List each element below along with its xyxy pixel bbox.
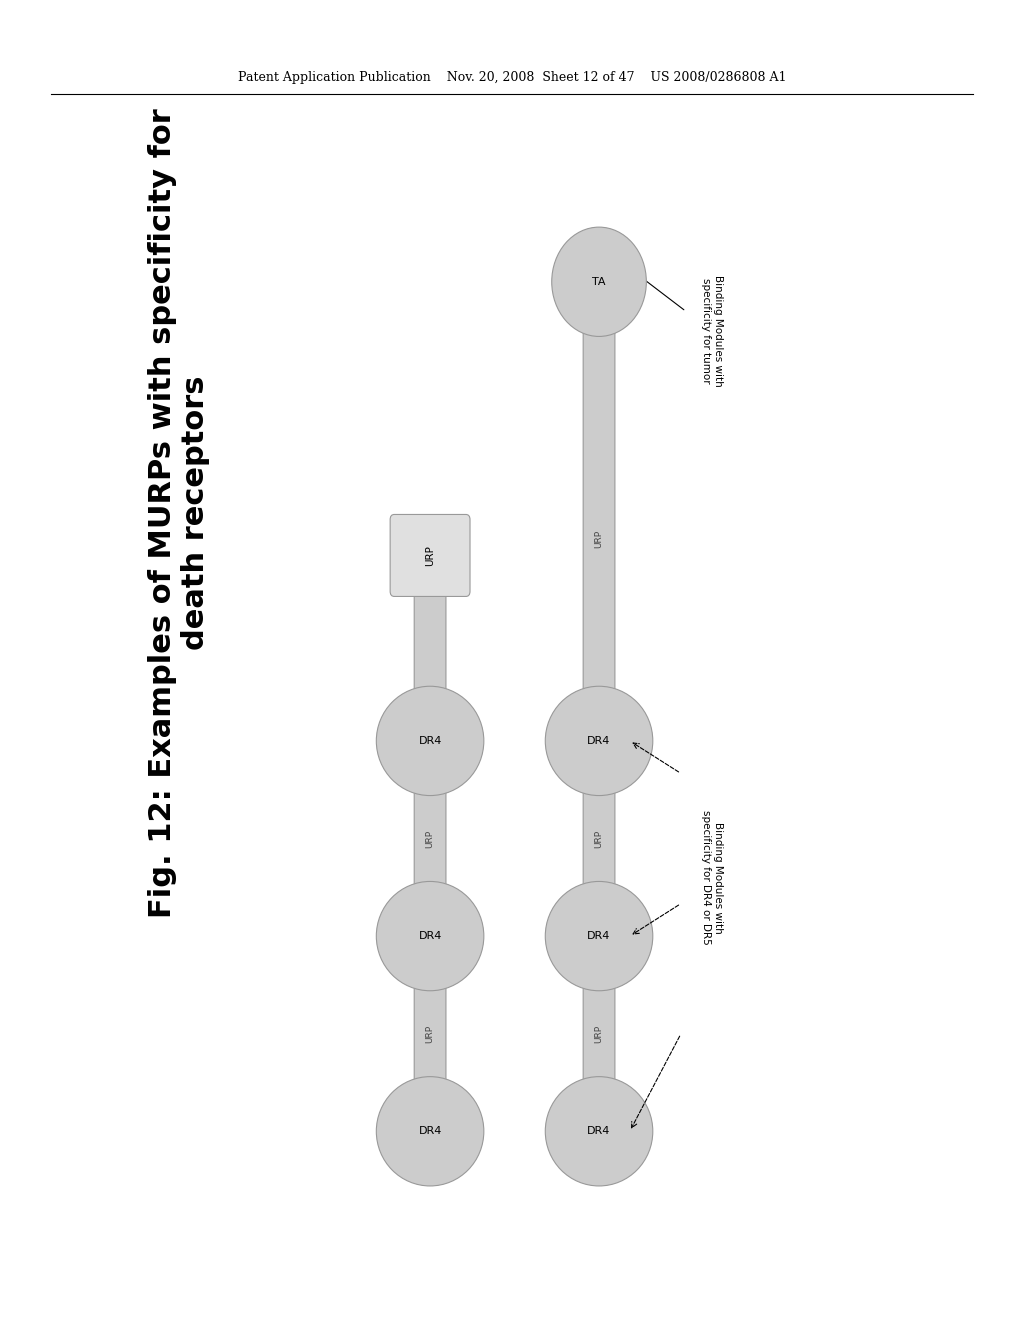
Ellipse shape <box>545 1077 653 1185</box>
FancyBboxPatch shape <box>390 515 470 597</box>
Text: URP: URP <box>426 1024 434 1043</box>
Text: Fig. 12: Examples of MURPs with specificity for
death receptors: Fig. 12: Examples of MURPs with specific… <box>147 108 211 917</box>
Text: DR4: DR4 <box>588 1126 610 1137</box>
Ellipse shape <box>552 227 646 337</box>
Ellipse shape <box>377 1077 483 1185</box>
Text: Patent Application Publication    Nov. 20, 2008  Sheet 12 of 47    US 2008/02868: Patent Application Publication Nov. 20, … <box>238 71 786 83</box>
Ellipse shape <box>377 882 483 991</box>
Ellipse shape <box>377 686 483 796</box>
Text: DR4: DR4 <box>419 1126 441 1137</box>
Text: DR4: DR4 <box>419 735 441 746</box>
Text: Binding Modules with
specificity for tumor: Binding Modules with specificity for tum… <box>701 275 723 387</box>
Text: URP: URP <box>426 829 434 847</box>
Text: DR4: DR4 <box>588 735 610 746</box>
Text: Binding Modules with
specificity for DR4 or DR5: Binding Modules with specificity for DR4… <box>701 810 723 945</box>
Text: URP: URP <box>595 531 603 548</box>
Text: DR4: DR4 <box>588 931 610 941</box>
Ellipse shape <box>545 686 653 796</box>
Text: URP: URP <box>595 1024 603 1043</box>
Text: URP: URP <box>595 829 603 847</box>
FancyBboxPatch shape <box>584 327 614 1155</box>
Ellipse shape <box>545 882 653 991</box>
FancyBboxPatch shape <box>414 581 446 1155</box>
Text: DR4: DR4 <box>419 931 441 941</box>
Text: TA: TA <box>592 277 606 286</box>
Text: URP: URP <box>425 545 435 566</box>
